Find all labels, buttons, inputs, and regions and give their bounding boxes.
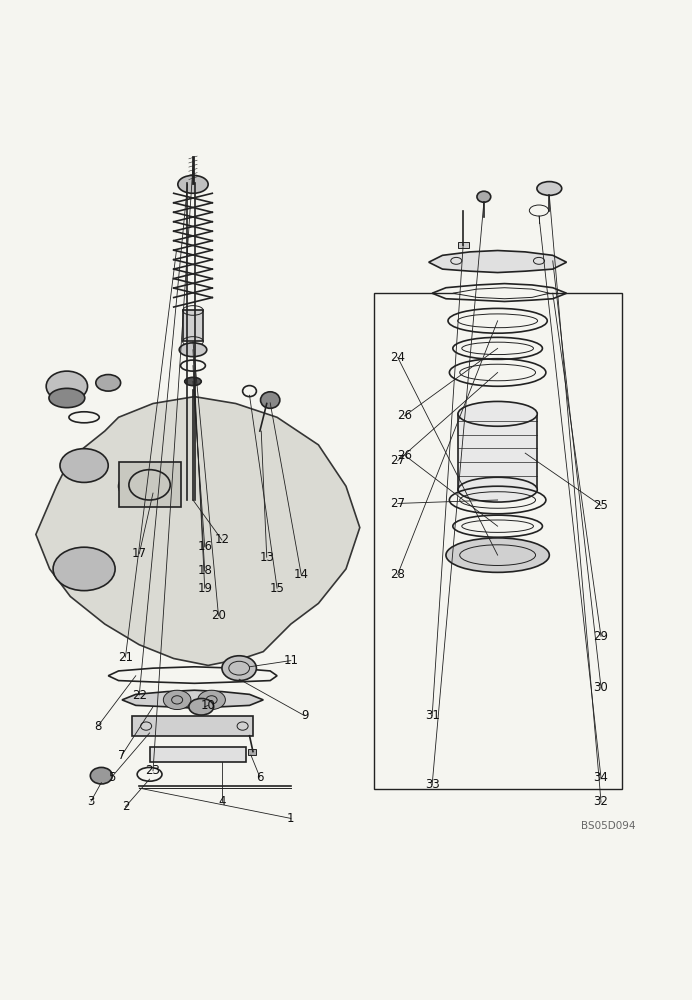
Ellipse shape: [163, 690, 191, 710]
Text: 8: 8: [94, 720, 102, 733]
Bar: [457, 242, 468, 248]
Text: 28: 28: [390, 568, 405, 581]
Text: 15: 15: [270, 582, 284, 595]
Ellipse shape: [198, 690, 226, 710]
Ellipse shape: [446, 538, 549, 572]
Ellipse shape: [95, 375, 120, 391]
Polygon shape: [453, 288, 549, 299]
Text: 27: 27: [390, 497, 406, 510]
Polygon shape: [36, 397, 360, 665]
Text: 7: 7: [118, 749, 126, 762]
Bar: [118, 462, 181, 507]
Text: 1: 1: [287, 812, 295, 825]
Bar: [458, 414, 537, 490]
Text: 3: 3: [87, 795, 95, 808]
Text: 13: 13: [260, 551, 274, 564]
Text: 31: 31: [425, 709, 439, 722]
Ellipse shape: [46, 371, 88, 401]
Text: BS05D094: BS05D094: [581, 821, 635, 831]
Ellipse shape: [458, 477, 537, 502]
Text: 6: 6: [256, 771, 264, 784]
Bar: [132, 716, 253, 736]
Text: 9: 9: [301, 709, 309, 722]
Bar: [183, 310, 203, 341]
Text: 5: 5: [108, 771, 116, 784]
Text: 26: 26: [397, 409, 412, 422]
Ellipse shape: [53, 547, 115, 591]
Text: 24: 24: [390, 351, 406, 364]
Ellipse shape: [185, 377, 201, 386]
Text: 21: 21: [118, 651, 133, 664]
Text: 20: 20: [211, 609, 226, 622]
Polygon shape: [122, 690, 263, 708]
Text: 14: 14: [293, 568, 309, 581]
Ellipse shape: [477, 191, 491, 202]
Text: 30: 30: [594, 681, 608, 694]
Text: 17: 17: [131, 547, 147, 560]
Ellipse shape: [90, 767, 112, 784]
Text: 12: 12: [215, 533, 230, 546]
Ellipse shape: [118, 472, 160, 501]
Bar: [149, 747, 246, 762]
Ellipse shape: [222, 656, 257, 681]
Bar: [248, 749, 257, 755]
Ellipse shape: [458, 401, 537, 426]
Polygon shape: [429, 251, 567, 273]
Text: 18: 18: [197, 564, 212, 577]
Text: 26: 26: [397, 449, 412, 462]
Text: 10: 10: [201, 699, 216, 712]
Bar: [374, 293, 621, 789]
Text: 19: 19: [197, 582, 212, 595]
Text: 23: 23: [145, 764, 161, 777]
Text: 29: 29: [594, 630, 608, 643]
Ellipse shape: [537, 182, 562, 195]
Text: 25: 25: [594, 499, 608, 512]
Text: 22: 22: [131, 689, 147, 702]
Ellipse shape: [260, 392, 280, 408]
Text: 34: 34: [594, 771, 608, 784]
Text: 27: 27: [390, 454, 406, 467]
Text: 32: 32: [594, 795, 608, 808]
Ellipse shape: [49, 388, 85, 408]
Text: 16: 16: [197, 540, 212, 553]
Ellipse shape: [178, 175, 208, 193]
Ellipse shape: [189, 698, 214, 715]
Ellipse shape: [60, 449, 108, 482]
Text: 2: 2: [122, 800, 129, 813]
Ellipse shape: [179, 343, 207, 357]
Text: 4: 4: [218, 795, 226, 808]
Text: 11: 11: [283, 654, 298, 667]
Text: 33: 33: [425, 778, 439, 791]
